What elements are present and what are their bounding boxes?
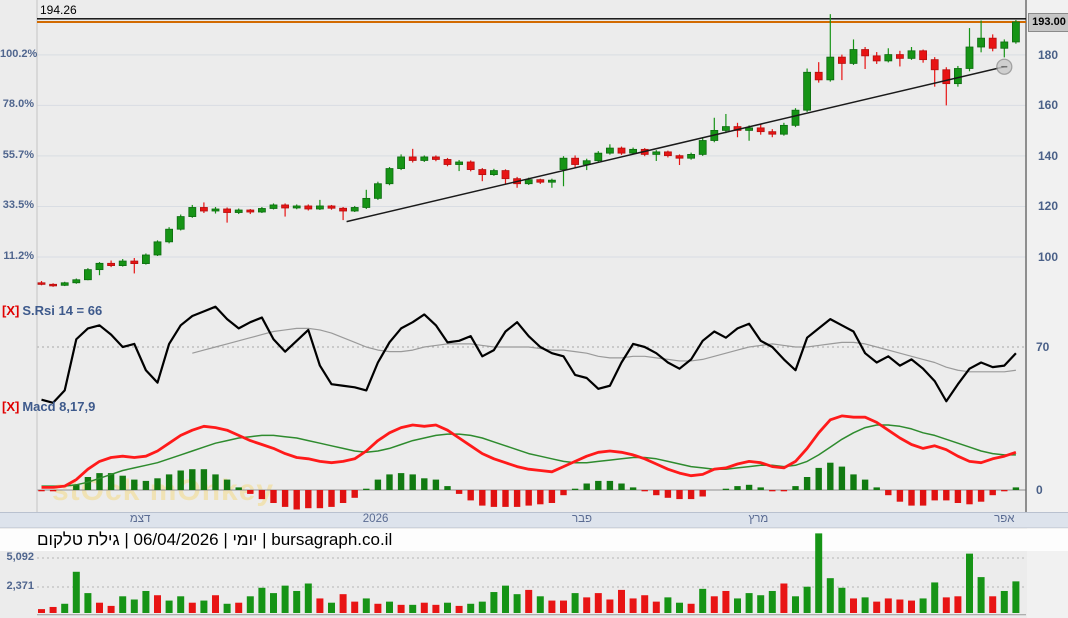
macd-zero-tick: 0 xyxy=(1036,483,1043,497)
percent-tick: 78.0% xyxy=(2,98,34,110)
price-tick: 180 xyxy=(1037,48,1059,62)
trendline[interactable] xyxy=(346,65,1005,223)
volume-tick: 5,092 xyxy=(6,551,34,563)
rsi-layer xyxy=(41,305,1017,404)
price-tick: 120 xyxy=(1037,199,1059,213)
info-strip xyxy=(0,529,1068,551)
current-price-badge: 193.00 xyxy=(1028,13,1068,32)
percent-tick: 33.5% xyxy=(2,199,34,211)
macd-layer xyxy=(38,414,1020,510)
candles-layer[interactable] xyxy=(37,14,1020,287)
rsi-close-button[interactable]: [X] xyxy=(2,303,20,318)
rsi-indicator-label: [X] S.Rsi 14 = 66 xyxy=(2,303,102,318)
price-tick: 100 xyxy=(1037,250,1059,264)
macd-label-text: Macd 8,17,9 xyxy=(22,399,96,414)
date-tick-label: מרץ xyxy=(748,513,769,525)
date-tick-label: אפר xyxy=(994,513,1015,525)
volume-layer xyxy=(38,533,1020,613)
date-tick-label: דצמ xyxy=(129,513,151,525)
percent-tick: 100.2% xyxy=(0,48,38,60)
gridlines xyxy=(36,0,1027,616)
date-tick-label: פבר xyxy=(572,513,593,525)
volume-tick: 2,371 xyxy=(6,580,34,592)
price-tick: 140 xyxy=(1037,149,1059,163)
trendline-handle[interactable] xyxy=(996,58,1013,75)
chart-info-line: יומי | 06/04/2026 | גילת טלקום | bursagr… xyxy=(37,530,393,549)
percent-tick: 11.2% xyxy=(3,250,34,262)
date-axis-band[interactable] xyxy=(0,512,1068,528)
rsi-level-tick: 70 xyxy=(1036,340,1050,354)
level-line-label: 194.26 xyxy=(40,3,77,17)
rsi-label-text: S.Rsi 14 = 66 xyxy=(22,303,103,318)
macd-close-button[interactable]: [X] xyxy=(2,399,20,414)
price-tick: 160 xyxy=(1037,98,1059,112)
macd-indicator-label: [X] Macd 8,17,9 xyxy=(2,399,95,414)
percent-tick: 55.7% xyxy=(2,149,34,161)
date-tick-label: 2026 xyxy=(362,513,389,525)
